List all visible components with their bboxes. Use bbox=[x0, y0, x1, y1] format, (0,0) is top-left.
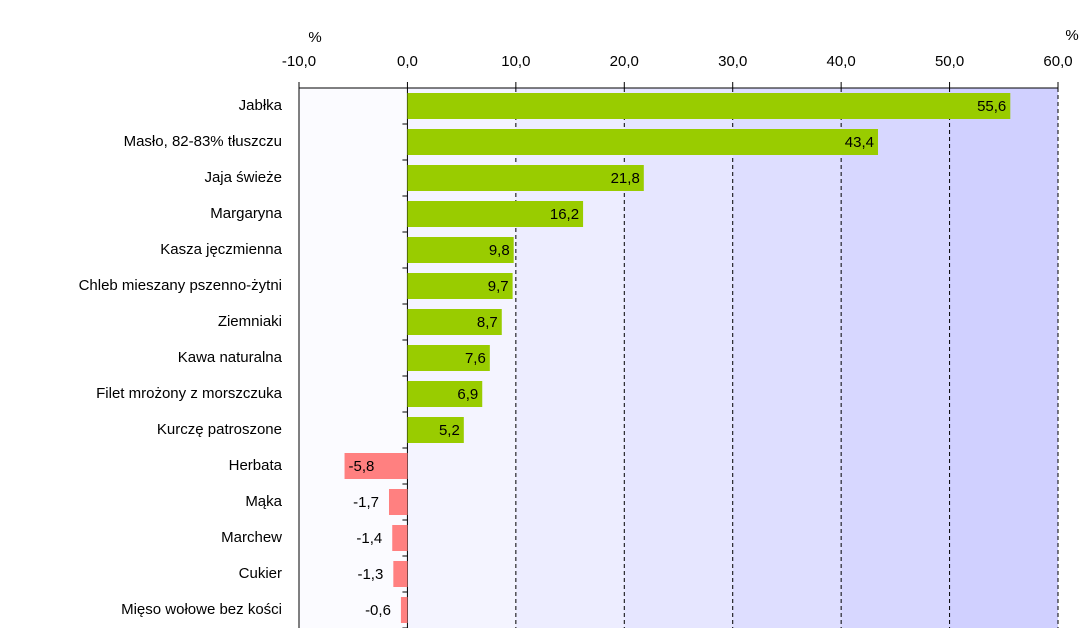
data-label: -1,4 bbox=[356, 530, 382, 547]
y-tick-label: Marchew bbox=[221, 529, 282, 546]
y-tick-label: Kasza jęczmienna bbox=[160, 241, 282, 258]
plot-band bbox=[732, 88, 842, 628]
x-unit-label: % bbox=[1065, 27, 1078, 44]
data-label: 55,6 bbox=[977, 98, 1006, 115]
x-tick-label: 50,0 bbox=[935, 53, 964, 70]
bar bbox=[407, 93, 1011, 119]
data-label: 43,4 bbox=[845, 134, 874, 151]
data-label: 9,8 bbox=[489, 242, 510, 259]
data-label: -0,6 bbox=[365, 602, 391, 619]
y-tick-label: Masło, 82-83% tłuszczu bbox=[124, 133, 282, 150]
bar bbox=[407, 417, 464, 443]
bar bbox=[407, 129, 879, 155]
y-tick-label: Chleb mieszany pszenno-żytni bbox=[79, 277, 282, 294]
data-label: 9,7 bbox=[488, 278, 509, 295]
bar bbox=[407, 201, 584, 227]
y-tick-label: Ziemniaki bbox=[218, 313, 282, 330]
x-tick-label: 0,0 bbox=[397, 53, 418, 70]
y-tick-label: Margaryna bbox=[210, 205, 282, 222]
data-label: -1,7 bbox=[353, 494, 379, 511]
data-label: 8,7 bbox=[477, 314, 498, 331]
x-tick-label: 30,0 bbox=[718, 53, 747, 70]
y-tick-label: Mięso wołowe bez kości bbox=[121, 601, 282, 618]
data-label: 5,2 bbox=[439, 422, 460, 439]
y-tick-label: Herbata bbox=[229, 457, 283, 474]
y-tick-label: Cukier bbox=[239, 565, 282, 582]
bar bbox=[407, 237, 514, 263]
x-tick-label: -10,0 bbox=[282, 53, 316, 70]
y-tick-label: Jaja świeże bbox=[204, 169, 282, 186]
bar bbox=[407, 309, 502, 335]
data-label: -5,8 bbox=[349, 458, 375, 475]
data-label: 21,8 bbox=[611, 170, 640, 187]
bar bbox=[407, 273, 513, 299]
plot-band bbox=[949, 88, 1058, 628]
bar bbox=[407, 345, 490, 371]
y-tick-label: Kawa naturalna bbox=[178, 349, 283, 366]
plot-band bbox=[841, 88, 950, 628]
x-unit-label: % bbox=[308, 29, 321, 46]
bar bbox=[407, 381, 483, 407]
bar bbox=[393, 561, 408, 587]
bar bbox=[344, 453, 408, 479]
y-tick-label: Filet mrożony z morszczuka bbox=[96, 385, 283, 402]
y-tick-label: Mąka bbox=[245, 493, 282, 510]
data-label: 7,6 bbox=[465, 350, 486, 367]
y-tick-label: Kurczę patroszone bbox=[157, 421, 282, 438]
bar bbox=[392, 525, 408, 551]
data-label: 6,9 bbox=[457, 386, 478, 403]
bar bbox=[388, 489, 408, 515]
x-tick-label: 40,0 bbox=[827, 53, 856, 70]
bar bbox=[407, 165, 644, 191]
y-tick-label: Jabłka bbox=[239, 97, 283, 114]
plot-band bbox=[299, 88, 408, 628]
x-tick-label: 10,0 bbox=[501, 53, 530, 70]
data-label: -1,3 bbox=[357, 566, 383, 583]
data-label: 16,2 bbox=[550, 206, 579, 223]
x-tick-label: 20,0 bbox=[610, 53, 639, 70]
x-tick-label: 60,0 bbox=[1043, 53, 1072, 70]
bar bbox=[400, 597, 408, 623]
